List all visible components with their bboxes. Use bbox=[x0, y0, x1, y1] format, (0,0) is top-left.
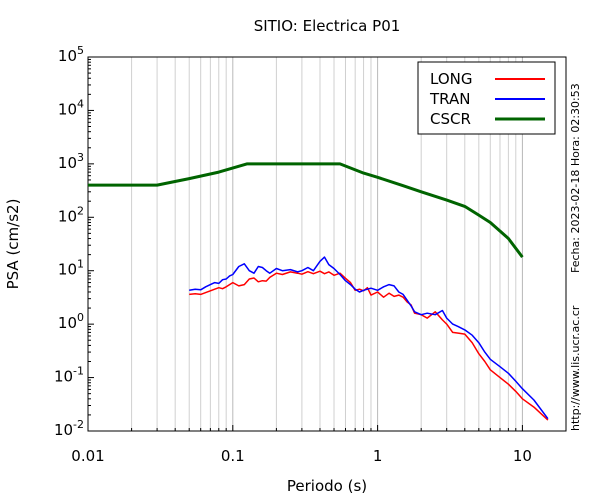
series-line-tran bbox=[189, 256, 549, 420]
series-line-cscr bbox=[88, 162, 524, 259]
timestamp-text: Fecha: 2023-02-18 Hora: 02:30:53 bbox=[569, 83, 582, 273]
legend-label-tran: TRAN bbox=[429, 90, 470, 108]
y-tick-label: 104 bbox=[58, 97, 84, 118]
plot-frame bbox=[87, 56, 567, 432]
x-tick-label: 0.1 bbox=[221, 447, 245, 465]
x-tick-label: 1 bbox=[373, 447, 383, 465]
y-tick-base: 10 bbox=[58, 207, 77, 225]
y-tick-label: 103 bbox=[58, 151, 84, 172]
legend-label-cscr: CSCR bbox=[430, 110, 471, 128]
y-tick-exponent: 4 bbox=[77, 97, 84, 110]
chart-title: SITIO: Electrica P01 bbox=[254, 17, 401, 35]
y-tick-exponent: 0 bbox=[77, 311, 84, 324]
y-tick-exponent: -2 bbox=[73, 418, 84, 431]
y-tick-label: 10-1 bbox=[54, 365, 84, 386]
y-tick-base: 10 bbox=[54, 421, 73, 439]
series-line-long bbox=[189, 270, 549, 421]
y-tick-label: 101 bbox=[58, 258, 84, 279]
y-tick-label: 102 bbox=[58, 204, 84, 225]
y-tick-label: 105 bbox=[58, 44, 84, 65]
y-tick-exponent: -1 bbox=[73, 365, 84, 378]
x-axis-label: Periodo (s) bbox=[287, 477, 367, 495]
y-tick-base: 10 bbox=[58, 261, 77, 279]
y-tick-base: 10 bbox=[54, 368, 73, 386]
y-axis-label: PSA (cm/s2) bbox=[4, 199, 22, 290]
x-axis-ticks: 0.01 0.1 1 10 bbox=[71, 425, 567, 465]
y-tick-label: 100 bbox=[58, 311, 84, 332]
y-tick-exponent: 2 bbox=[77, 204, 84, 217]
y-tick-exponent: 1 bbox=[77, 258, 84, 271]
y-tick-base: 10 bbox=[58, 100, 77, 118]
x-tick-label: 0.01 bbox=[71, 447, 104, 465]
y-tick-base: 10 bbox=[58, 47, 77, 65]
legend-label-long: LONG bbox=[430, 70, 472, 88]
y-tick-label: 10-2 bbox=[54, 418, 84, 439]
source-url-text: http://www.lis.ucr.ac.cr bbox=[569, 305, 582, 431]
y-tick-exponent: 5 bbox=[77, 44, 84, 57]
x-tick-label: 10 bbox=[513, 447, 532, 465]
y-tick-base: 10 bbox=[58, 314, 77, 332]
series-lines bbox=[88, 162, 549, 421]
legend: LONG TRAN CSCR bbox=[417, 61, 556, 135]
y-tick-base: 10 bbox=[58, 154, 77, 172]
y-tick-exponent: 3 bbox=[77, 151, 84, 164]
